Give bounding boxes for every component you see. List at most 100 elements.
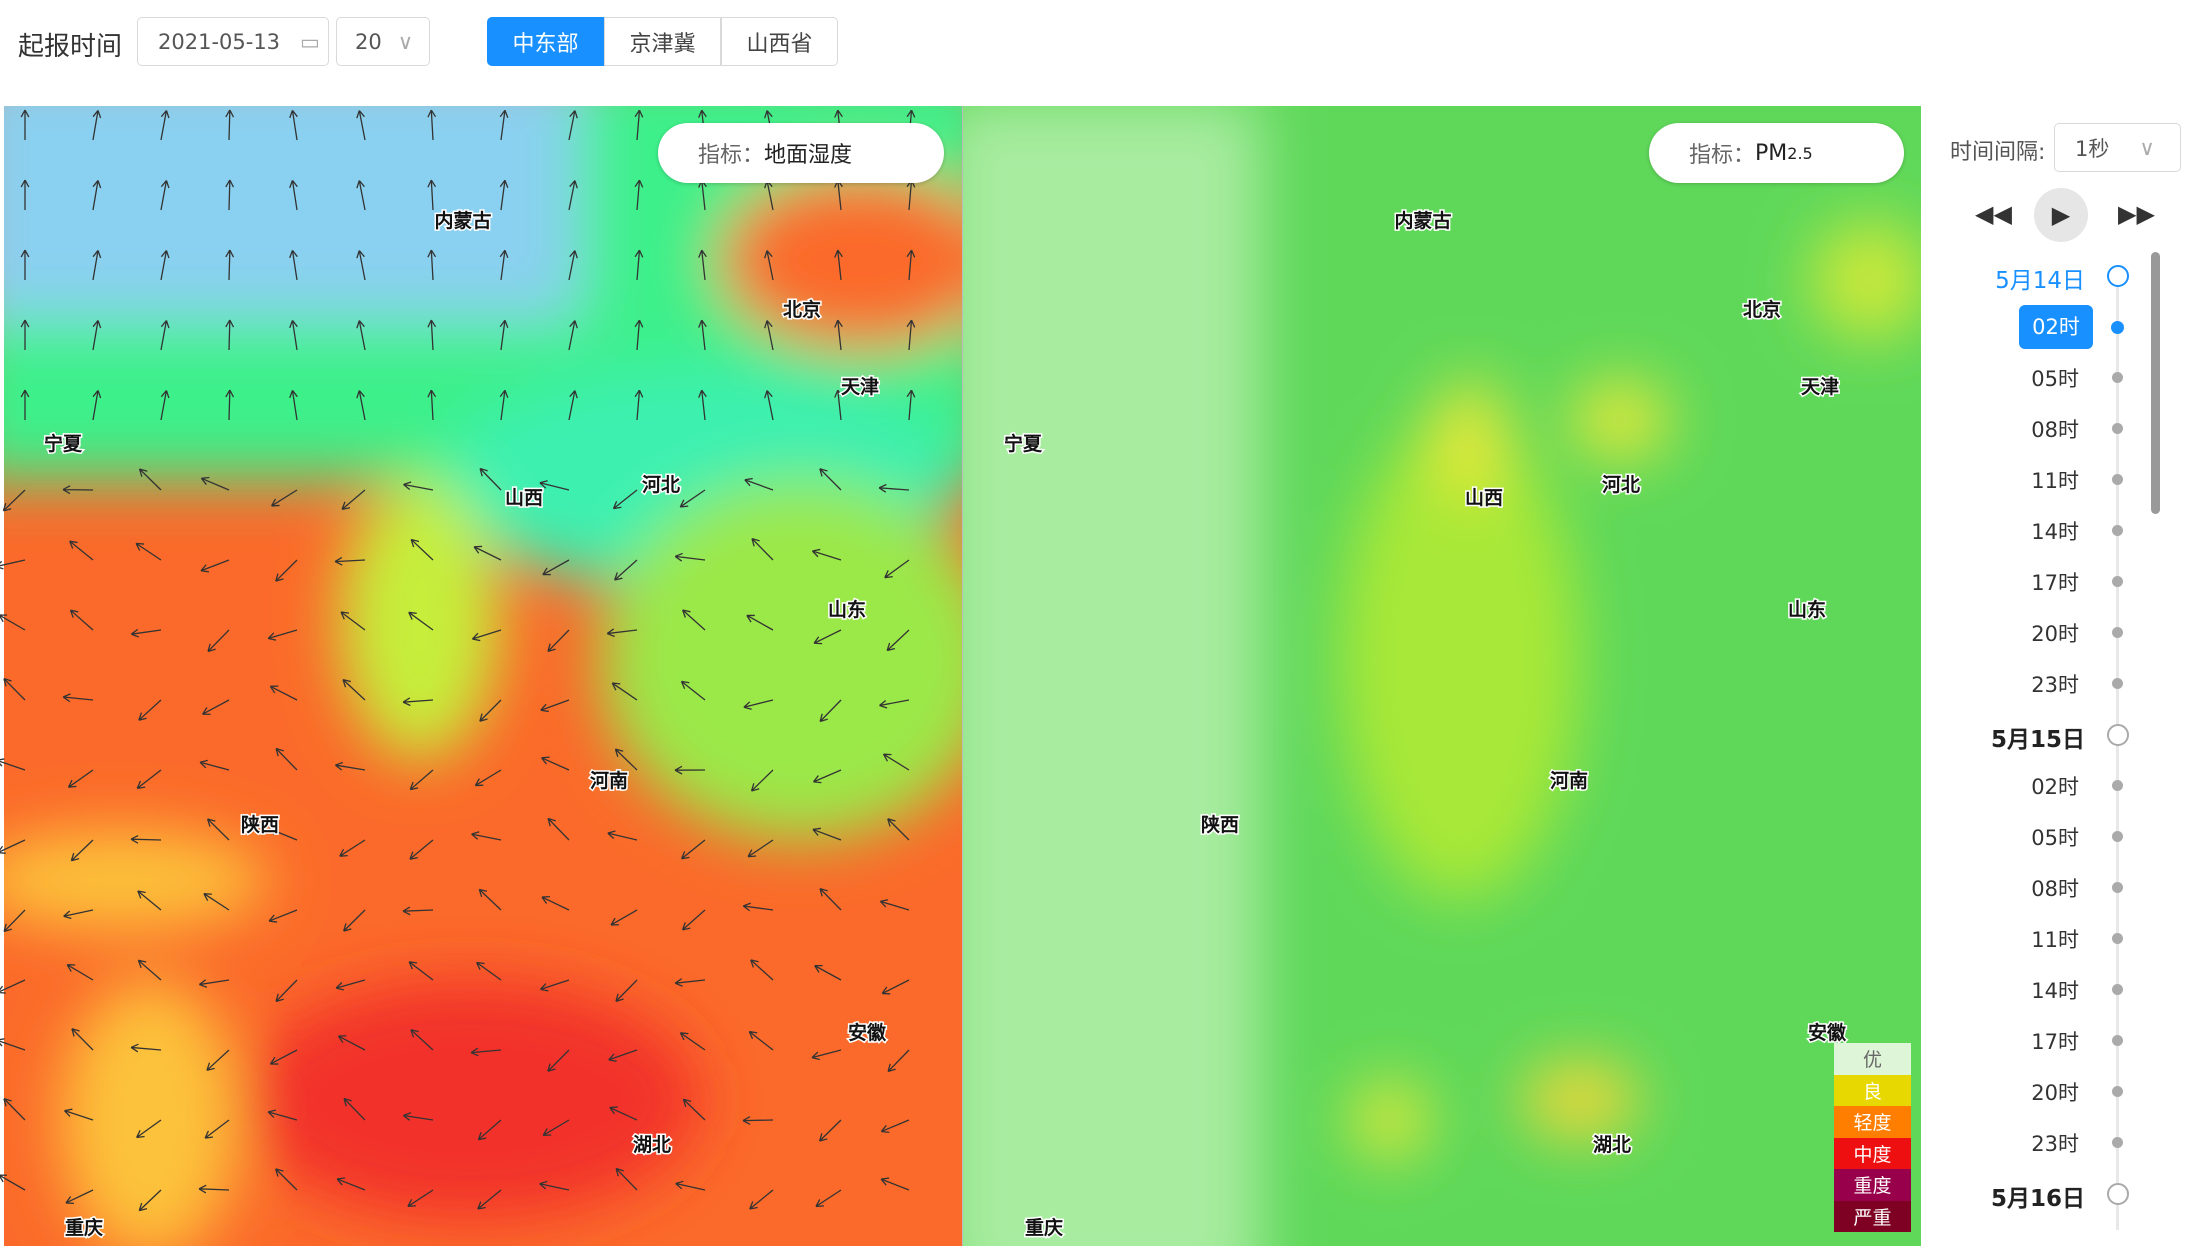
wind-arrow <box>203 892 230 911</box>
wind-arrow <box>160 320 170 351</box>
wind-arrow <box>682 1098 706 1121</box>
region-tab[interactable]: 京津冀 <box>604 17 721 66</box>
wind-arrow <box>634 109 644 141</box>
wind-arrow <box>906 389 916 421</box>
wind-arrow <box>542 1119 570 1136</box>
wind-arrow <box>137 890 162 911</box>
wind-arrow <box>92 110 102 141</box>
wind-arrow <box>634 249 644 281</box>
hour-item[interactable]: 11时 <box>2031 928 2079 952</box>
hour-item[interactable]: 05时 <box>2031 367 2079 391</box>
wind-arrow <box>427 319 437 351</box>
hour-dot <box>2112 780 2123 791</box>
wind-arrow <box>427 179 437 211</box>
hour-item[interactable]: 23时 <box>2031 1132 2079 1156</box>
region-label: 宁夏 <box>44 432 83 455</box>
wind-arrow <box>476 961 502 981</box>
wind-arrow <box>0 1038 26 1051</box>
wind-arrow <box>402 697 434 707</box>
indicator-value: PM <box>1755 140 1788 166</box>
wind-arrow <box>92 180 102 211</box>
wind-arrow <box>275 1168 298 1191</box>
interval-select[interactable]: 1秒 ∨ <box>2054 123 2181 172</box>
wind-arrow <box>267 1109 298 1121</box>
wind-arrow <box>615 1167 638 1191</box>
wind-arrow <box>335 761 366 771</box>
chevron: ∨ <box>2139 135 2155 160</box>
hour-item[interactable]: 05时 <box>2031 826 2079 850</box>
wind-arrow <box>343 909 366 932</box>
wind-arrow <box>547 817 570 841</box>
region-tab[interactable]: 山西省 <box>721 17 838 66</box>
hour-item[interactable]: 23时 <box>2031 673 2079 697</box>
indicator-right: 指标： PM 2.5 <box>1649 123 1904 183</box>
wind-arrow <box>499 249 509 281</box>
wind-arrow <box>206 1049 230 1071</box>
wind-arrow <box>269 1049 298 1065</box>
wind-arrow <box>337 1035 366 1051</box>
pm25-map <box>963 106 1921 1246</box>
legend-item: 中度 <box>1834 1137 1911 1169</box>
hour-item[interactable]: 08时 <box>2031 877 2079 901</box>
wind-arrow <box>356 110 366 141</box>
hour-item[interactable]: 20时 <box>2031 622 2079 646</box>
hour-item[interactable]: 08时 <box>2031 418 2079 442</box>
wind-arrow <box>160 110 170 141</box>
date-picker[interactable]: 2021-05-13 ▭ <box>137 17 329 66</box>
wind-arrow <box>64 1108 94 1121</box>
hour-item[interactable]: 02时 <box>2031 775 2079 799</box>
wind-arrow <box>818 1119 842 1142</box>
wind-arrow <box>742 902 774 912</box>
wind-arrow <box>887 1049 910 1073</box>
wind-arrow <box>679 489 706 508</box>
hour-item[interactable]: 14时 <box>2031 979 2079 1003</box>
day-label: 5月16日 <box>1990 1186 2085 1212</box>
region-tab[interactable]: 中东部 <box>487 17 604 66</box>
next-button[interactable]: ▶▶ <box>2118 200 2155 228</box>
wind-arrow <box>138 1189 162 1212</box>
region-label: 湖北 <box>633 1134 671 1156</box>
wind-arrow <box>878 483 910 493</box>
hour-dot <box>2112 1035 2123 1046</box>
hour-dot <box>2112 1086 2123 1097</box>
indicator-key: 指标： <box>1689 143 1756 168</box>
hour-select[interactable]: 20 ∨ <box>336 17 430 66</box>
wind-arrow <box>136 1119 162 1139</box>
hour-item[interactable]: 02时 <box>2019 305 2093 349</box>
wind-arrow <box>160 180 170 211</box>
hour-item[interactable]: 17时 <box>2031 571 2079 595</box>
wind-arrow <box>812 769 842 784</box>
wind-arrow <box>356 180 366 211</box>
hour-item[interactable]: 20时 <box>2031 1081 2079 1105</box>
wind-arrow <box>478 888 502 911</box>
hour-item[interactable]: 14时 <box>2031 520 2079 544</box>
wind-arrow <box>289 249 298 281</box>
wind-arrow <box>470 1047 502 1057</box>
hour-item[interactable]: 11时 <box>2031 469 2079 493</box>
wind-arrow <box>289 319 298 351</box>
play-button[interactable]: ▶ <box>2034 188 2088 242</box>
wind-arrow <box>608 1049 638 1062</box>
wind-arrow <box>884 559 910 579</box>
hour-dot <box>2112 933 2123 944</box>
wind-arrow <box>682 609 706 631</box>
wind-arrow <box>225 109 235 141</box>
wind-arrow <box>612 489 638 510</box>
wind-arrow <box>198 1184 230 1194</box>
wind-arrow <box>547 1049 570 1072</box>
wind-arrow <box>539 480 570 491</box>
day-marker <box>2107 265 2129 287</box>
hour-item[interactable]: 17时 <box>2031 1030 2079 1054</box>
legend-item: 严重 <box>1834 1200 1911 1232</box>
wind-arrow <box>20 389 30 420</box>
legend-item: 良 <box>1834 1074 1911 1106</box>
prev-button[interactable]: ◀◀ <box>1975 200 2012 228</box>
region-label: 山西 <box>1465 487 1503 509</box>
wind-arrow <box>568 250 578 281</box>
wind-arrow <box>539 1180 570 1191</box>
wind-arrow <box>882 753 910 771</box>
day-label: 5月15日 <box>1990 727 2085 753</box>
region-label: 北京 <box>783 298 821 321</box>
legend-item: 优 <box>1834 1043 1911 1075</box>
